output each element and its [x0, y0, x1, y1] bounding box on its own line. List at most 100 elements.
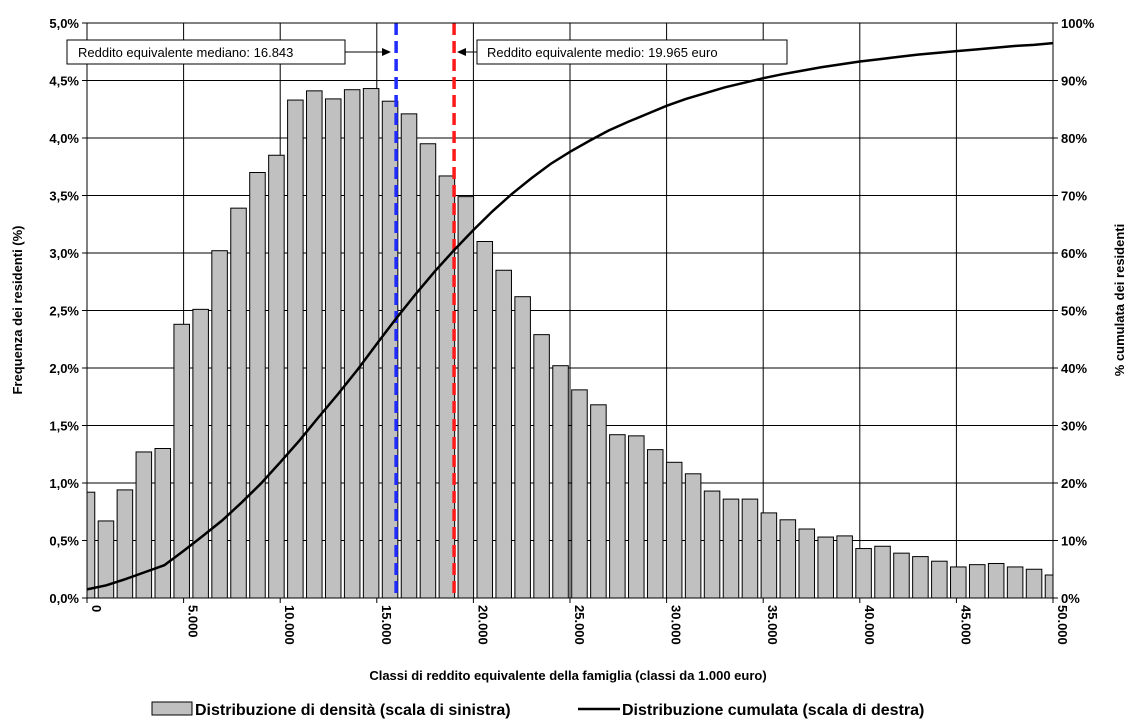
y-tick-label: 3,0% [49, 246, 79, 261]
y-tick-label: 3,5% [49, 189, 79, 204]
y-axis-left-ticks: 0,0% 0,5% 1,0% 1,5% 2,0% 2,5% 3,0% 3,5% 4,0% 4,5%… [49, 16, 87, 606]
y2-tick-label: 50% [1061, 304, 1087, 319]
y-axis-right-title: % cumulata dei residenti [1112, 224, 1127, 376]
y2-tick-label: 20% [1061, 476, 1087, 491]
density-bar [419, 143, 437, 599]
density-bar [514, 296, 531, 599]
legend-bar-label: Distribuzione di densità (scala di sinis… [195, 702, 511, 719]
density-bar [779, 519, 797, 599]
density-bar [893, 552, 910, 599]
density-bar [836, 535, 853, 599]
density-bar [855, 548, 872, 599]
x-axis-ticks: 0 5.000 10.000 15.000 20.000 25.000 30.000 35.0… [86, 598, 1070, 645]
cumulative-line [86, 41, 1054, 591]
x-tick-label: 40.000 [862, 605, 877, 645]
density-bar [741, 498, 759, 599]
density-bar [287, 99, 304, 599]
density-bar [1006, 566, 1024, 599]
x-tick-label: 25.000 [572, 605, 587, 645]
mean-callout: Reddito equivalente medio: 19.965 euro [457, 39, 788, 65]
density-bar [343, 89, 361, 599]
x-tick-label: 5.000 [186, 605, 201, 638]
density-bar [950, 566, 967, 599]
y-tick-label: 2,5% [49, 304, 79, 319]
y2-tick-label: 70% [1061, 189, 1087, 204]
x-tick-label: 15.000 [379, 605, 394, 645]
y-tick-label: 1,5% [49, 419, 79, 434]
x-tick-label: 10.000 [282, 605, 297, 645]
y2-tick-label: 100% [1061, 16, 1095, 31]
density-bar [457, 196, 475, 599]
density-bar [400, 113, 418, 599]
density-bar [703, 490, 721, 599]
density-bar [931, 560, 948, 599]
y-axis-left-title: Frequenza dei residenti (%) [10, 225, 25, 394]
cumulative-series-line [86, 41, 1054, 591]
density-bar [86, 491, 96, 599]
y-axis-right-ticks: 0% 10% 20% 30% 40% 50% 60% 70% 80% 90% 100% [1053, 16, 1095, 606]
density-bar [533, 334, 550, 599]
mean-arrowhead-icon [457, 48, 466, 56]
density-bar [324, 98, 342, 599]
density-bar [817, 536, 834, 599]
y-tick-label: 1,0% [49, 476, 79, 491]
density-bars [86, 88, 1054, 599]
x-tick-label: 30.000 [669, 605, 684, 645]
y2-tick-label: 90% [1061, 74, 1087, 89]
y-tick-label: 5,0% [49, 16, 79, 31]
legend-bar-swatch [151, 701, 193, 716]
y-tick-label: 0,5% [49, 534, 79, 549]
density-bar [211, 250, 228, 599]
density-bar [552, 365, 569, 599]
density-bar [609, 434, 626, 599]
legend: Distribuzione di densità (scala di sinis… [151, 701, 924, 719]
x-tick-label: 45.000 [958, 605, 973, 645]
density-bar [646, 449, 664, 599]
density-bar [874, 545, 891, 599]
density-bar [249, 172, 266, 599]
x-tick-label: 50.000 [1055, 605, 1070, 645]
y-tick-label: 2,0% [49, 361, 79, 376]
y-tick-label: 4,5% [49, 74, 79, 89]
density-bar [154, 448, 172, 599]
density-bar [192, 308, 209, 599]
median-callout-label: Reddito equivalente mediano: 16.843 [78, 45, 293, 60]
y2-tick-label: 80% [1061, 131, 1087, 146]
density-bar [1044, 574, 1054, 599]
x-tick-label: 0 [89, 605, 104, 612]
density-bar [268, 154, 285, 599]
density-bar [590, 404, 607, 599]
x-tick-label: 20.000 [475, 605, 490, 645]
density-bar [135, 451, 153, 599]
density-bar [1025, 568, 1043, 599]
density-bar [230, 207, 247, 599]
y2-tick-label: 0% [1061, 591, 1080, 606]
median-callout: Reddito equivalente mediano: 16.843 [66, 39, 391, 65]
density-bar [571, 389, 588, 599]
density-bar [684, 473, 702, 599]
density-bar [665, 461, 683, 599]
density-bar [798, 528, 816, 599]
x-axis-title: Classi di reddito equivalente della fami… [369, 668, 766, 683]
y2-tick-label: 40% [1061, 361, 1087, 376]
density-bar [495, 269, 512, 599]
y2-tick-label: 60% [1061, 246, 1087, 261]
density-bar [760, 512, 778, 599]
y-tick-label: 0,0% [49, 591, 79, 606]
density-bar [968, 564, 986, 599]
mean-callout-label: Reddito equivalente medio: 19.965 euro [487, 45, 718, 60]
density-bar [306, 90, 323, 599]
reference-lines [394, 23, 456, 598]
y2-tick-label: 10% [1061, 534, 1087, 549]
density-bar [987, 563, 1005, 599]
density-bar [628, 435, 645, 599]
median-arrowhead-icon [382, 48, 391, 56]
y-tick-label: 4,0% [49, 131, 79, 146]
density-bar [912, 556, 929, 599]
legend-line-label: Distribuzione cumulata (scala di destra) [622, 702, 924, 719]
density-bar [722, 498, 740, 599]
density-bar [476, 241, 494, 599]
density-bar [438, 175, 456, 599]
y2-tick-label: 30% [1061, 419, 1087, 434]
